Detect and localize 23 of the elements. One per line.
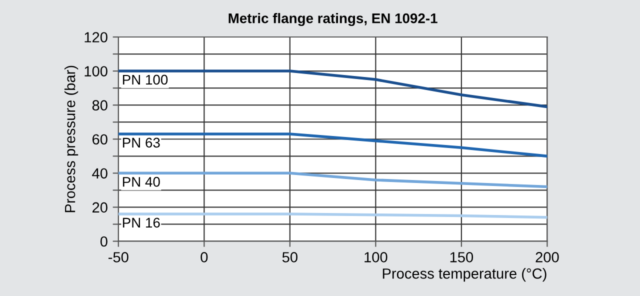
series-label: PN 100 bbox=[122, 74, 168, 85]
y-tick-label: 80 bbox=[92, 100, 108, 111]
line-series bbox=[118, 132, 548, 158]
y-tick-label: 40 bbox=[92, 168, 108, 179]
x-axis-title: Process temperature (°C) bbox=[382, 268, 546, 282]
series-label: PN 16 bbox=[122, 218, 160, 228]
x-tick-label: 50 bbox=[282, 252, 298, 262]
x-tick-label: 200 bbox=[536, 252, 559, 262]
series-label: PN 63 bbox=[122, 138, 160, 148]
x-tick-label: 150 bbox=[450, 252, 474, 262]
line-series bbox=[118, 172, 548, 188]
x-tick-label: 0 bbox=[200, 252, 208, 262]
y-tick-label: 0 bbox=[100, 236, 108, 247]
x-tick-label: -50 bbox=[108, 252, 128, 262]
y-tick-label: 100 bbox=[84, 66, 108, 76]
y-tick-label: 60 bbox=[92, 134, 108, 145]
x-tick-label: 100 bbox=[364, 252, 388, 262]
y-tick-label: 20 bbox=[92, 202, 108, 213]
line-series bbox=[118, 70, 548, 108]
chart-title: Metric flange ratings, EN 1092-1 bbox=[228, 13, 438, 26]
series-label: PN 40 bbox=[122, 176, 160, 187]
y-tick-label: 120 bbox=[84, 32, 108, 42]
y-axis-title: Process pressure (bar) bbox=[64, 66, 78, 212]
